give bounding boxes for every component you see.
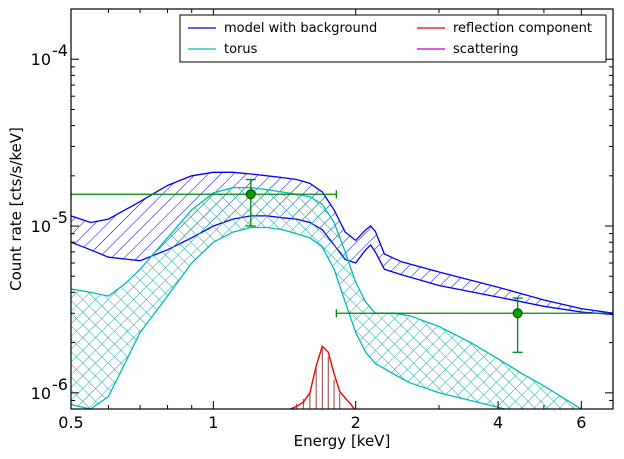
y-axis-label: Count rate [cts/s/keV] bbox=[7, 127, 25, 291]
data-marker bbox=[512, 308, 523, 319]
y-tick-label: 10 bbox=[31, 50, 51, 69]
y-tick-label-exponent: -4 bbox=[52, 41, 68, 60]
x-tick-label: 6 bbox=[576, 413, 586, 432]
data-point-0 bbox=[71, 178, 337, 227]
band-lower-torus bbox=[71, 226, 508, 409]
plot-frame bbox=[70, 8, 614, 410]
x-tick-label: 2 bbox=[351, 413, 361, 432]
legend-box bbox=[179, 14, 607, 63]
y-tick-label: 10 bbox=[31, 384, 51, 403]
legend-label-reflection: reflection component bbox=[453, 21, 592, 36]
x-tick-label: 0.5 bbox=[58, 413, 83, 432]
data-marker bbox=[245, 189, 256, 200]
series-line-reflection-component bbox=[288, 344, 356, 409]
x-tick-label: 1 bbox=[208, 413, 218, 432]
x-axis-label: Energy [keV] bbox=[294, 432, 391, 450]
legend: model with background reflection compone… bbox=[179, 14, 607, 63]
plot-area bbox=[71, 171, 613, 409]
band-upper-torus bbox=[71, 186, 582, 409]
data-point-1 bbox=[335, 297, 613, 353]
band-fill-torus bbox=[71, 187, 582, 409]
y-tick-label-exponent: -5 bbox=[52, 208, 68, 227]
y-tick-label: 10 bbox=[31, 217, 51, 236]
legend-label-torus: torus bbox=[224, 42, 258, 57]
band-upper-model-with-background bbox=[71, 171, 613, 314]
tick-labels: 0.5 1 2 4 610-610-510-4 bbox=[31, 41, 587, 432]
y-tick-label-exponent: -6 bbox=[52, 375, 68, 394]
legend-label-scattering: scattering bbox=[453, 42, 519, 57]
x-tick-label: 4 bbox=[493, 413, 503, 432]
legend-label-model: model with background bbox=[224, 21, 377, 36]
